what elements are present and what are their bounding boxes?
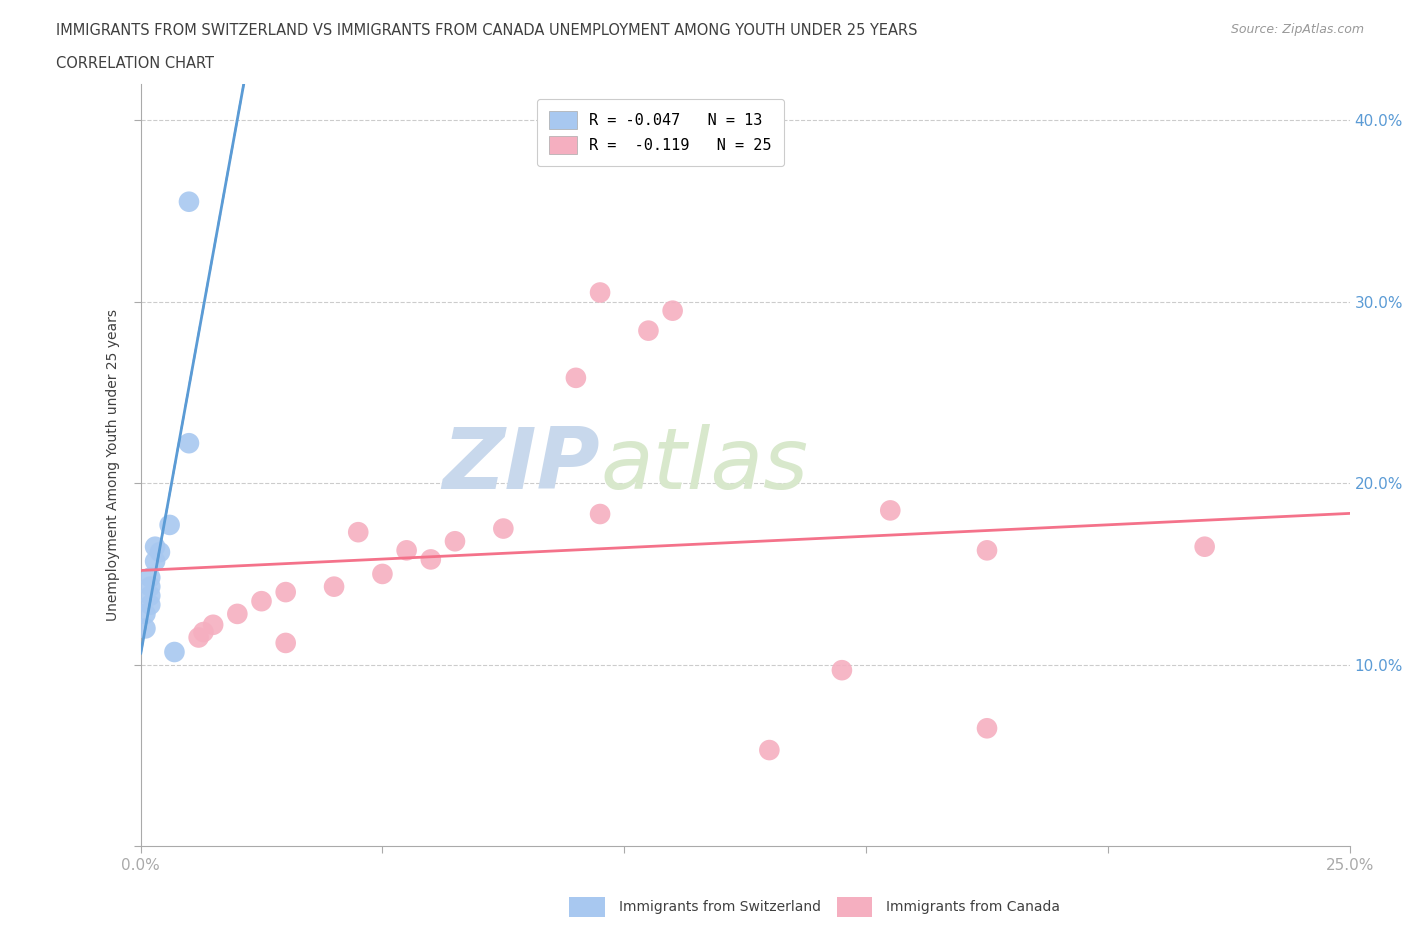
- Point: [661, 303, 683, 318]
- Point: [139, 597, 162, 612]
- Point: [226, 606, 249, 621]
- Point: [139, 579, 162, 594]
- Point: [143, 553, 166, 568]
- Point: [139, 589, 162, 604]
- Text: CORRELATION CHART: CORRELATION CHART: [56, 56, 214, 71]
- Point: [444, 534, 467, 549]
- Point: [250, 593, 273, 608]
- Text: Source: ZipAtlas.com: Source: ZipAtlas.com: [1230, 23, 1364, 36]
- Point: [565, 370, 588, 385]
- Point: [347, 525, 370, 539]
- Point: [134, 606, 156, 621]
- Point: [177, 436, 200, 451]
- Point: [159, 517, 181, 532]
- Point: [879, 503, 901, 518]
- Point: [371, 566, 394, 581]
- Text: atlas: atlas: [600, 423, 808, 507]
- Text: Immigrants from Switzerland: Immigrants from Switzerland: [619, 899, 821, 914]
- Point: [419, 552, 441, 567]
- Point: [976, 721, 998, 736]
- Point: [143, 539, 166, 554]
- Point: [758, 743, 780, 758]
- Point: [637, 324, 659, 339]
- Point: [202, 618, 225, 632]
- Point: [589, 507, 612, 522]
- Text: Immigrants from Canada: Immigrants from Canada: [886, 899, 1060, 914]
- Point: [177, 194, 200, 209]
- Point: [1194, 539, 1216, 554]
- Point: [976, 543, 998, 558]
- Point: [274, 585, 297, 600]
- Point: [187, 630, 209, 644]
- Y-axis label: Unemployment Among Youth under 25 years: Unemployment Among Youth under 25 years: [107, 309, 121, 621]
- Point: [163, 644, 186, 659]
- Point: [831, 663, 853, 678]
- Legend: R = -0.047   N = 13, R =  -0.119   N = 25: R = -0.047 N = 13, R = -0.119 N = 25: [537, 99, 785, 166]
- Point: [193, 625, 215, 640]
- Point: [274, 635, 297, 650]
- Point: [395, 543, 418, 558]
- Point: [323, 579, 346, 594]
- Text: ZIP: ZIP: [443, 423, 600, 507]
- Point: [134, 621, 156, 636]
- Point: [492, 521, 515, 536]
- Text: IMMIGRANTS FROM SWITZERLAND VS IMMIGRANTS FROM CANADA UNEMPLOYMENT AMONG YOUTH U: IMMIGRANTS FROM SWITZERLAND VS IMMIGRANT…: [56, 23, 918, 38]
- Point: [139, 570, 162, 585]
- Point: [149, 545, 172, 560]
- Point: [589, 286, 612, 300]
